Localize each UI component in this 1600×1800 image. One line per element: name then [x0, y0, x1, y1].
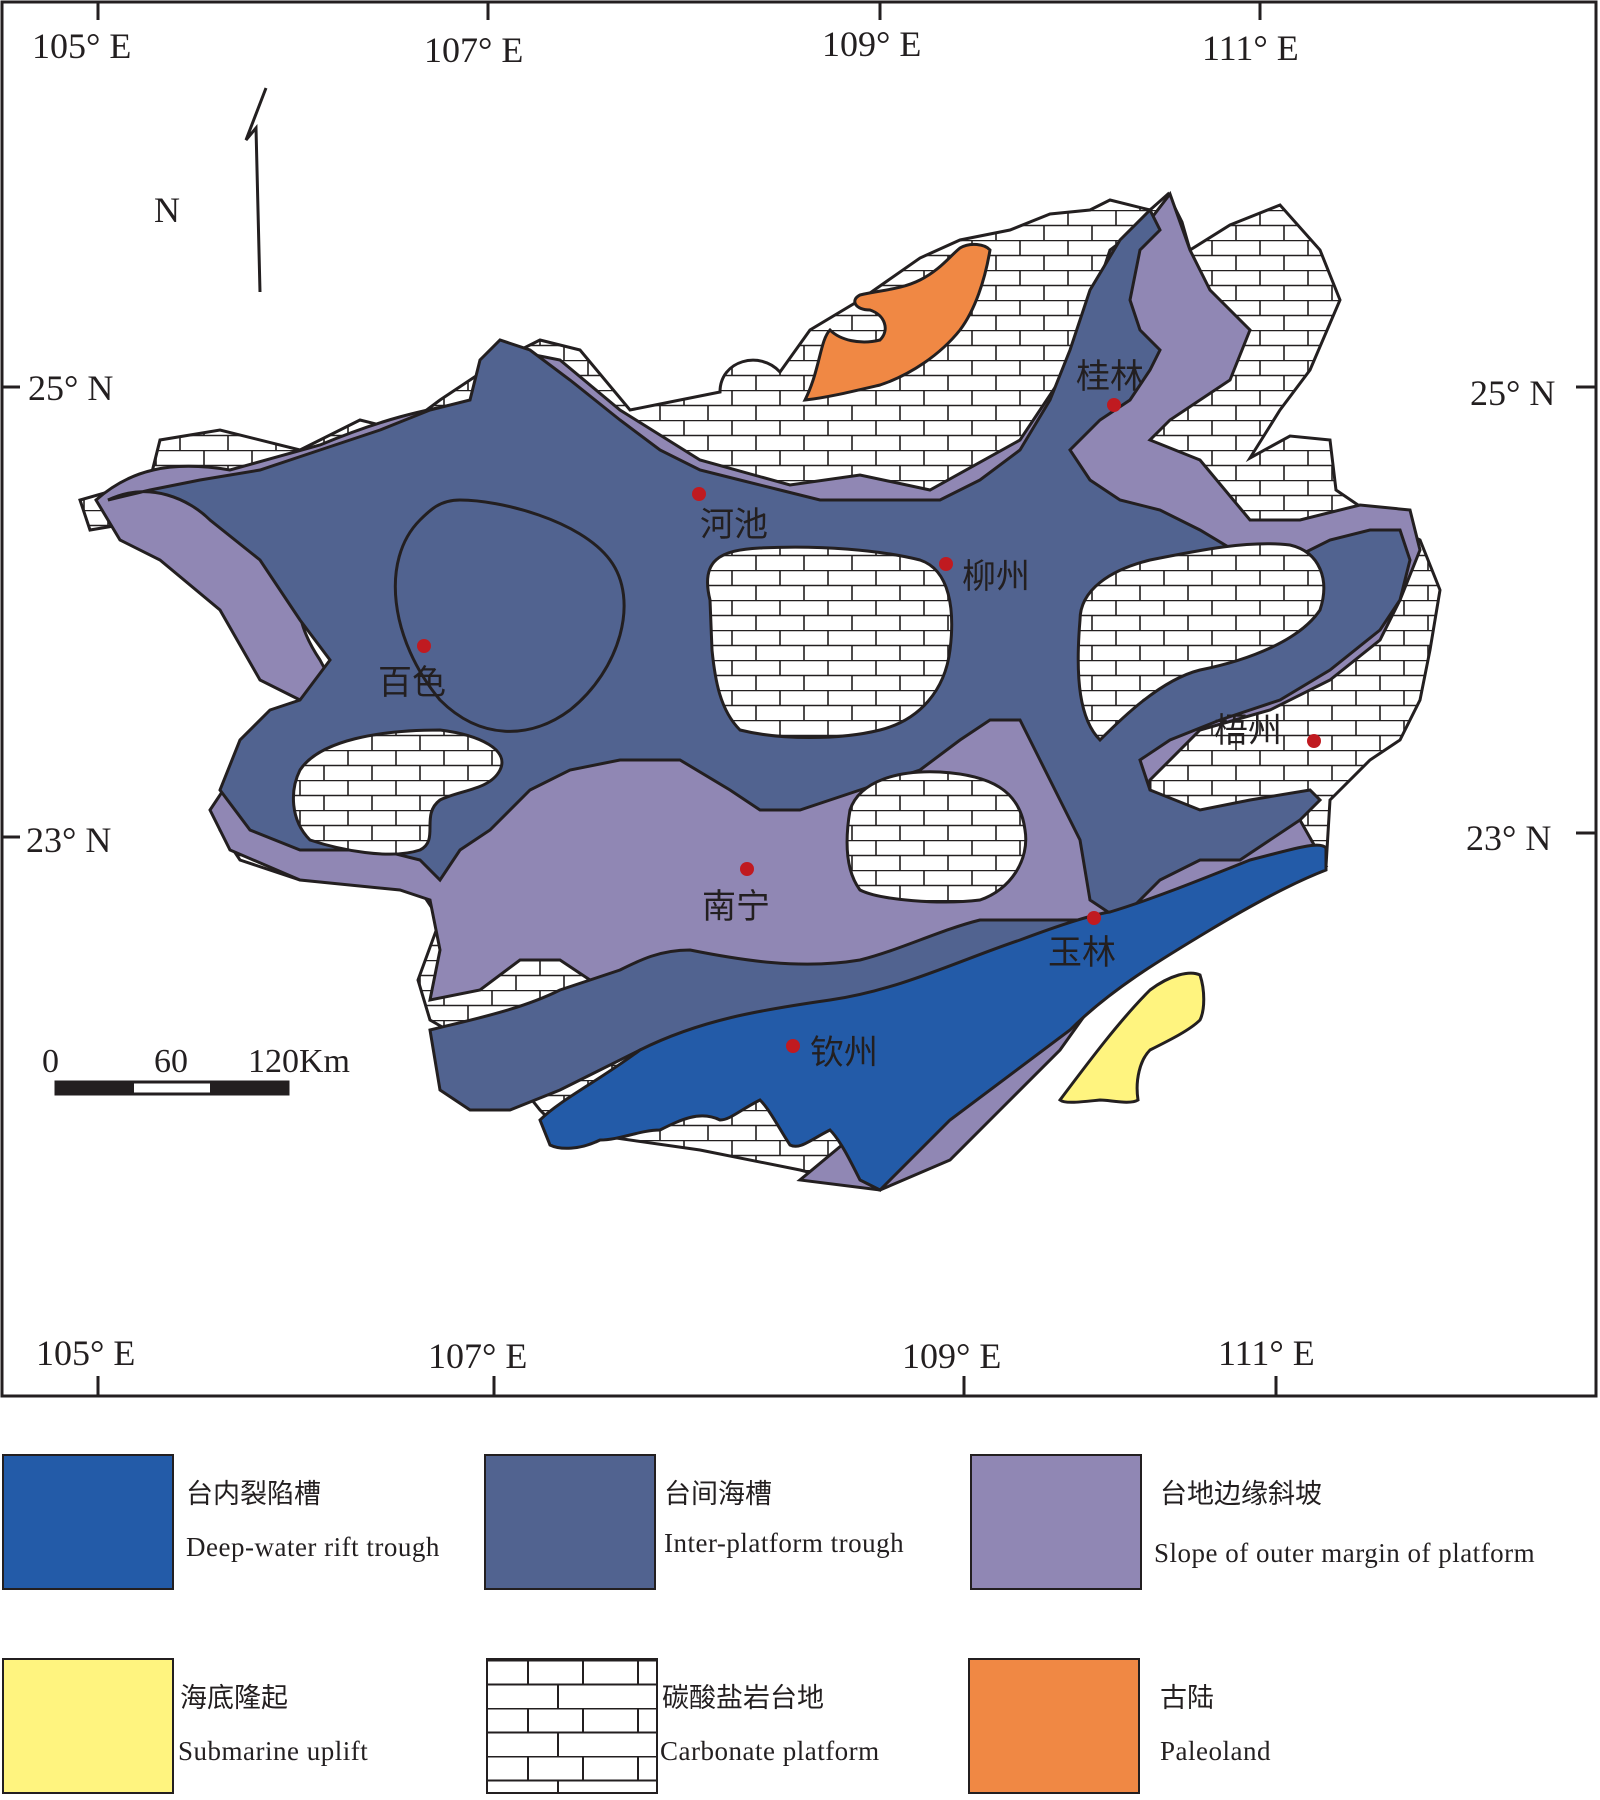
lat-right-25: 25° N [1470, 373, 1555, 413]
lon-top-109: 109° E [822, 24, 921, 64]
legend-label-en: Paleoland [1160, 1736, 1271, 1766]
lat-left-23: 23° N [26, 820, 111, 860]
scale-label-zero: 0 [42, 1043, 59, 1080]
lon-bottom-107: 107° E [428, 1336, 527, 1376]
legend-label-zh: 古陆 [1160, 1683, 1214, 1714]
carbonate-island-west [291, 728, 504, 856]
legend: 台内裂陷槽 Deep-water rift trough 台间海槽 Inter-… [0, 1440, 1600, 1800]
legend-item-submarine-uplift: 海底隆起 Submarine uplift [2, 1658, 482, 1798]
legend-swatch-inter-platform-trough [484, 1454, 656, 1590]
scale-label-end: 120Km [248, 1043, 350, 1080]
legend-item-carbonate-platform: 碳酸盐岩台地 Carbonate platform [486, 1658, 956, 1798]
legend-label-zh: 台间海槽 [664, 1479, 772, 1510]
lon-top-107: 107° E [424, 30, 523, 70]
lon-bottom-109: 109° E [902, 1336, 1001, 1376]
lon-top-111: 111° E [1202, 28, 1299, 68]
legend-label-zh: 台内裂陷槽 [186, 1479, 321, 1510]
city-label-baise: 百色 [378, 663, 446, 703]
scale-bar [54, 1080, 290, 1096]
lon-bottom-111: 111° E [1218, 1333, 1315, 1373]
legend-label-en: Slope of outer margin of platform [1154, 1538, 1536, 1568]
graticule-ticks [2, 2, 1596, 1396]
legend-label-en: Carbonate platform [660, 1736, 880, 1766]
submarine-uplift-region [1057, 971, 1206, 1104]
legend-swatch-deep-water-rift-trough [2, 1454, 174, 1590]
city-label-guilin: 桂林 [1076, 357, 1144, 397]
lon-bottom-105: 105° E [36, 1333, 135, 1373]
legend-item-slope: 台地边缘斜坡 Slope of outer margin of platform [970, 1454, 1598, 1594]
city-label-liuzhou: 柳州 [962, 557, 1030, 597]
legend-label-zh: 台地边缘斜坡 [1160, 1479, 1322, 1510]
city-label-qinzhou: 钦州 [810, 1033, 878, 1073]
paleogeographic-map: 105° E 107° E 109° E 111° E 105° E 107° … [0, 0, 1598, 1398]
legend-item-deep-water-rift-trough: 台内裂陷槽 Deep-water rift trough [2, 1454, 482, 1594]
deep-water-rift-trough-region [538, 843, 1328, 1192]
legend-swatch-paleoland [968, 1658, 1140, 1794]
lon-top-105: 105° E [32, 26, 131, 66]
city-marker [417, 398, 1321, 1053]
city-label-wuzhou: 梧州 [1214, 711, 1282, 751]
legend-label-zh: 海底隆起 [180, 1683, 288, 1714]
lat-right-23: 23° N [1466, 818, 1551, 858]
carbonate-island-east [1076, 542, 1326, 743]
city-label-yulin: 玉林 [1048, 933, 1116, 973]
north-label: N [154, 190, 180, 230]
map-frame [0, 0, 1598, 1398]
city-label-hechi: 河池 [700, 505, 768, 545]
carbonate-island-south [845, 770, 1028, 904]
city-label-nanning: 南宁 [702, 887, 770, 927]
paleoland-region [802, 242, 992, 402]
legend-swatch-submarine-uplift [2, 1658, 174, 1794]
legend-item-inter-platform-trough: 台间海槽 Inter-platform trough [484, 1454, 954, 1594]
legend-swatch-slope [970, 1454, 1142, 1590]
legend-label-en: Submarine uplift [178, 1736, 369, 1766]
carbonate-island-center [705, 545, 954, 739]
north-arrow-icon [244, 87, 268, 293]
scale-label-mid: 60 [154, 1043, 188, 1080]
lat-left-25: 25° N [28, 368, 113, 408]
legend-label-zh: 碳酸盐岩台地 [662, 1683, 824, 1714]
brick-pattern-icon [488, 1660, 656, 1792]
legend-swatch-carbonate-platform [486, 1658, 658, 1794]
legend-label-en: Inter-platform trough [664, 1528, 905, 1558]
legend-item-paleoland: 古陆 Paleoland [968, 1658, 1468, 1798]
legend-label-en: Deep-water rift trough [186, 1532, 440, 1562]
